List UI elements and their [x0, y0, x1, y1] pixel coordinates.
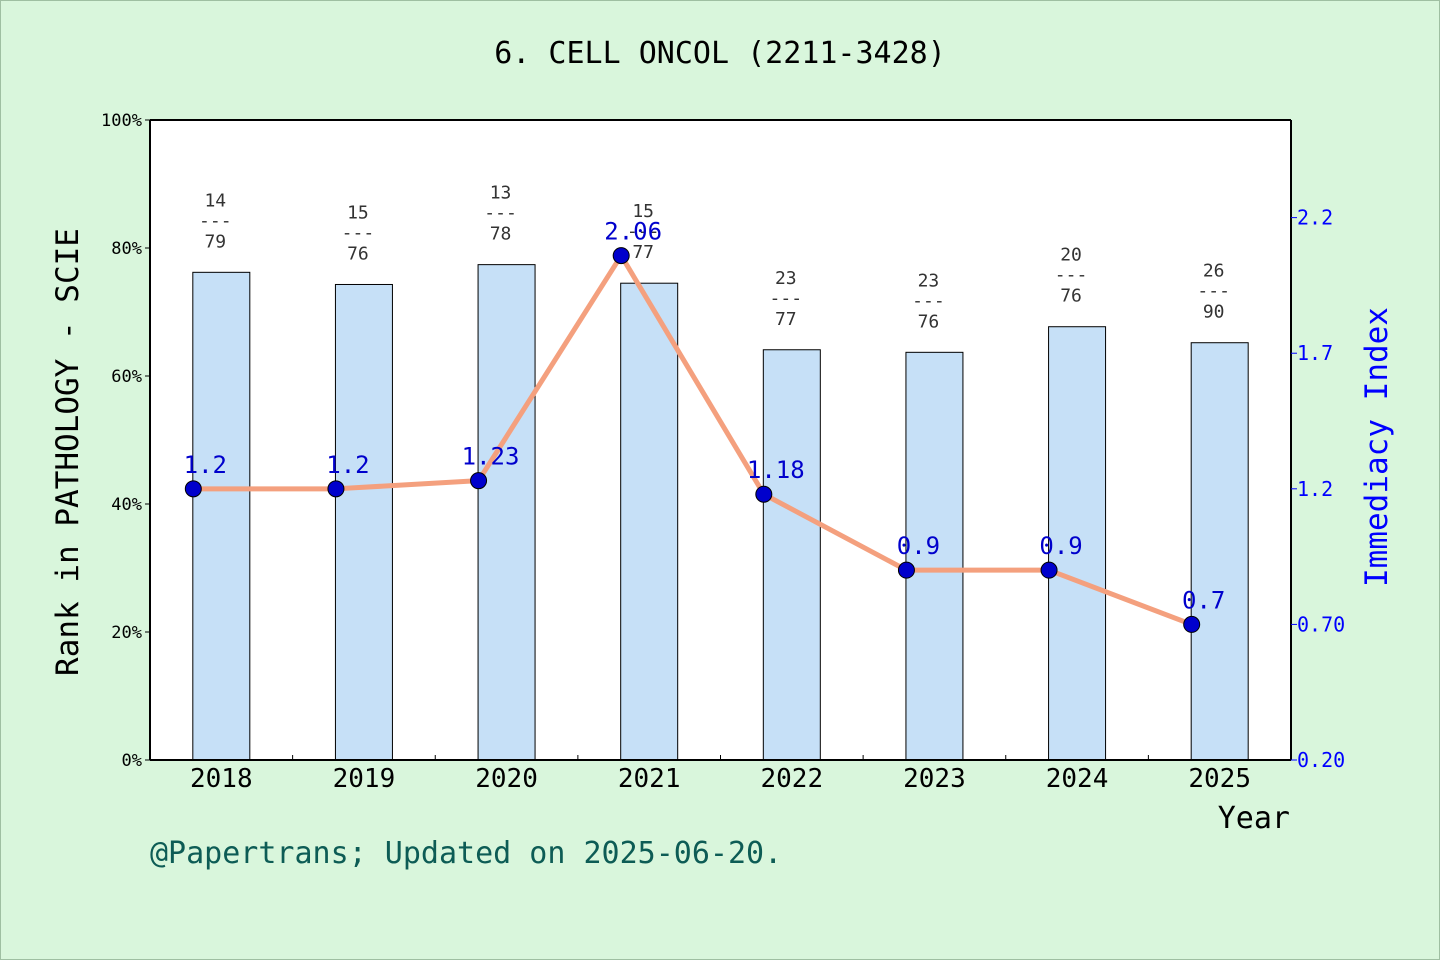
- y-axis-title: Rank in PATHOLOGY - SCIE: [50, 228, 86, 676]
- bar-2025: [1190, 342, 1249, 761]
- line-layer: [184, 247, 1201, 633]
- rank-total: 76: [1060, 286, 1082, 307]
- bar-2024: [1048, 326, 1107, 761]
- x-tick-label-2018: 2018: [190, 764, 253, 794]
- x-tick-label-2023: 2023: [903, 764, 966, 794]
- right-tick-label: 0.70: [1297, 612, 1345, 636]
- rank-separator: ---: [199, 210, 232, 231]
- rank-label: 13: [490, 183, 512, 204]
- rank-label: 23: [775, 268, 797, 289]
- value-label-2018: 1.2: [184, 451, 227, 479]
- x-tick-label-2020: 2020: [475, 764, 538, 794]
- bar-2020: [477, 264, 536, 761]
- labels-layer: 14---7915---7613---7815---7723---7723---…: [184, 183, 1230, 615]
- right-tick-label: 2.2: [1297, 206, 1333, 230]
- value-label-2024: 0.9: [1039, 532, 1082, 560]
- marker-2019: [327, 480, 345, 498]
- rank-label: 14: [204, 190, 226, 211]
- marker-2021: [612, 247, 630, 265]
- rank-separator: ---: [484, 203, 517, 224]
- rank-total: 77: [775, 309, 797, 330]
- y2-axis-title: Immediacy Index: [1359, 307, 1395, 587]
- rank-separator: ---: [627, 221, 660, 242]
- rank-total: 78: [490, 224, 512, 245]
- value-label-2022: 1.18: [747, 456, 805, 484]
- left-tick-label: 0%: [122, 751, 142, 771]
- marker-2020: [470, 472, 488, 490]
- x-tick-label-2021: 2021: [618, 764, 681, 794]
- marker-2024: [1040, 561, 1058, 579]
- bar-2021: [620, 282, 679, 761]
- rank-label: 20: [1060, 245, 1082, 266]
- rank-label: 23: [918, 270, 940, 291]
- bar-2018: [192, 271, 251, 761]
- rank-label: 15: [347, 202, 369, 223]
- rank-separator: ---: [912, 290, 945, 311]
- rank-separator: ---: [342, 222, 375, 243]
- left-tick-label: 80%: [111, 239, 142, 259]
- rank-separator: ---: [1197, 281, 1230, 302]
- value-label-2019: 1.2: [326, 451, 369, 479]
- value-label-2020: 1.23: [462, 443, 520, 471]
- bar-2023: [905, 351, 964, 761]
- rank-total: 76: [347, 243, 369, 264]
- right-tick-label: 0.20: [1297, 748, 1345, 772]
- x-tick-label-2022: 2022: [761, 764, 824, 794]
- footer-credit: @Papertrans; Updated on 2025-06-20.: [150, 836, 783, 871]
- rank-total: 90: [1203, 302, 1225, 323]
- plot-area: [150, 120, 1291, 760]
- value-label-2021: 2.06: [604, 218, 662, 246]
- line-segment: [333, 478, 482, 492]
- x-tick-label-2019: 2019: [333, 764, 396, 794]
- right-tick-label: 1.7: [1297, 341, 1333, 365]
- rank-total: 76: [918, 311, 940, 332]
- bar-2019: [334, 283, 393, 761]
- value-label-2023: 0.9: [897, 532, 940, 560]
- axes-layer: 0% 20% 40% 60% 80% 100% 0.20 0.70 1.2 1.7 2.2 2018 2…: [50, 111, 1395, 836]
- rank-total: 77: [632, 242, 654, 263]
- marker-2022: [755, 485, 773, 503]
- line-segment: [618, 253, 767, 497]
- x-tick-label-2025: 2025: [1188, 764, 1251, 794]
- chart-title: 6. CELL ONCOL (2211-3428): [494, 36, 946, 71]
- x-axis-title: Year: [1218, 801, 1290, 836]
- marker-2018: [184, 480, 202, 498]
- rank-separator: ---: [1055, 265, 1088, 286]
- line-segment: [476, 253, 624, 484]
- right-tick-label: 1.2: [1297, 477, 1333, 501]
- left-tick-label: 20%: [111, 623, 142, 643]
- rank-total: 79: [204, 231, 226, 252]
- rank-separator: ---: [770, 288, 803, 309]
- left-tick-label: 40%: [111, 495, 142, 515]
- rank-label: 26: [1203, 261, 1225, 282]
- x-tick-label-2024: 2024: [1046, 764, 1109, 794]
- line-segment: [761, 491, 909, 573]
- rank-label: 15: [632, 201, 654, 222]
- left-tick-label: 60%: [111, 367, 142, 387]
- left-tick-label: 100%: [101, 111, 142, 131]
- bars-layer: [150, 120, 1291, 761]
- value-label-2025: 0.7: [1182, 586, 1225, 614]
- marker-2023: [897, 561, 915, 579]
- bar-2022: [762, 349, 821, 761]
- marker-2025: [1183, 615, 1201, 633]
- line-segment: [1046, 567, 1195, 627]
